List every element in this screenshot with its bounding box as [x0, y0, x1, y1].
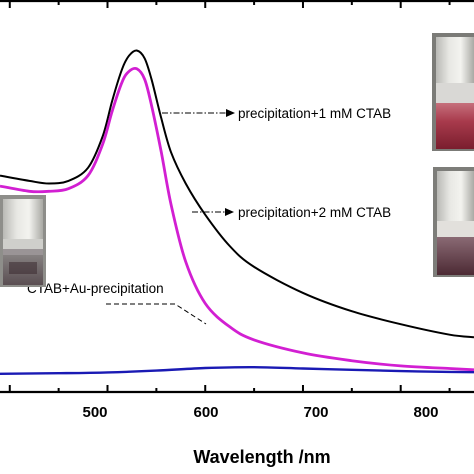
series-line-2mm-ctab [0, 66, 474, 372]
series-line-1mm-ctab [0, 49, 474, 339]
annotation-arrow-3 [106, 303, 207, 325]
cuvette-photo-ctab-au [0, 195, 46, 287]
x-tick-label-600: 600 [193, 404, 218, 421]
annotation-label-1mm-ctab: precipitation+1 mM CTAB [238, 106, 391, 121]
annotation-label-ctab-au: CTAB+Au-precipitation [27, 281, 164, 296]
x-tick-label-800: 800 [413, 404, 438, 421]
arrowhead-2 [225, 208, 234, 216]
x-tick-label-700: 700 [303, 404, 328, 421]
series-line-ctab-au [0, 365, 474, 375]
cuvette-photo-2mm-ctab [433, 167, 474, 277]
x-axis-tick-labels: 500 600 700 800 [82, 404, 438, 421]
cuvette-photo-1mm-ctab [432, 33, 474, 151]
annotation-label-2mm-ctab: precipitation+2 mM CTAB [238, 205, 391, 220]
arrowhead-1 [226, 109, 235, 117]
x-axis-ticks [8, 1, 451, 392]
x-tick-label-500: 500 [82, 404, 107, 421]
x-axis-title: Wavelength /nm [193, 447, 330, 467]
